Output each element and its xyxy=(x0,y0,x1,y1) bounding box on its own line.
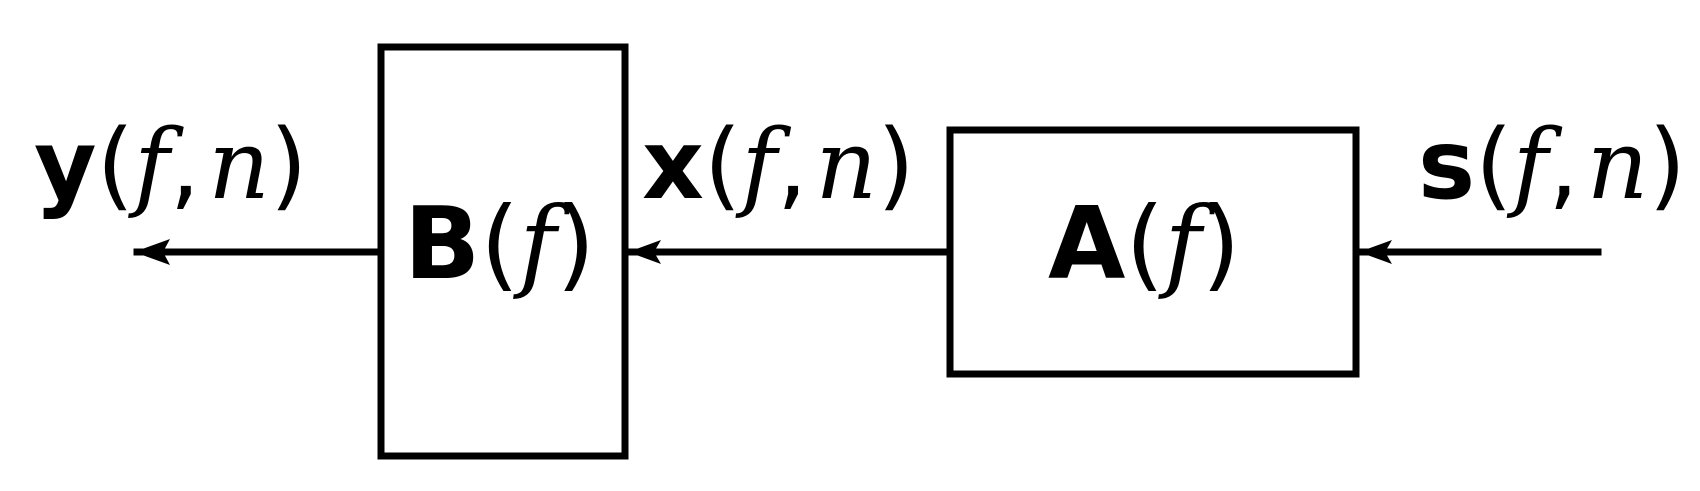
comma: , xyxy=(1548,109,1579,221)
paren-open: ( xyxy=(480,185,519,302)
paren-open: ( xyxy=(97,109,134,221)
paren-open: ( xyxy=(1125,185,1164,302)
comma: , xyxy=(170,109,201,221)
block-a-label: A(f) xyxy=(1048,185,1240,302)
paren-close: ) xyxy=(270,109,307,221)
comma: , xyxy=(777,109,808,221)
paren-open: ( xyxy=(1475,109,1512,221)
signal-x-symbol: x xyxy=(642,109,704,221)
signal-s-symbol: s xyxy=(1418,109,1475,221)
signal-x-label: x(f,n) xyxy=(642,109,915,221)
block-a-symbol: A xyxy=(1048,185,1125,302)
signal-y-symbol: y xyxy=(34,109,97,221)
arrowhead-into-a xyxy=(1359,240,1392,264)
arrowhead-into-b xyxy=(628,240,661,264)
paren-open: ( xyxy=(704,109,741,221)
block-b-label: B(f) xyxy=(404,185,595,302)
block-b-symbol: B xyxy=(404,185,480,302)
paren-close: ) xyxy=(556,185,595,302)
signal-s-label: s(f,n) xyxy=(1418,109,1686,221)
arrowhead-output-y xyxy=(134,239,170,265)
signal-x-arg-n: n xyxy=(815,109,877,221)
paren-close: ) xyxy=(1648,109,1685,221)
paren-close: ) xyxy=(1201,185,1240,302)
signal-y-arg-n: n xyxy=(208,109,270,221)
signal-s-arg-n: n xyxy=(1587,109,1649,221)
signal-y-label: y(f,n) xyxy=(34,109,307,221)
paren-close: ) xyxy=(877,109,914,221)
